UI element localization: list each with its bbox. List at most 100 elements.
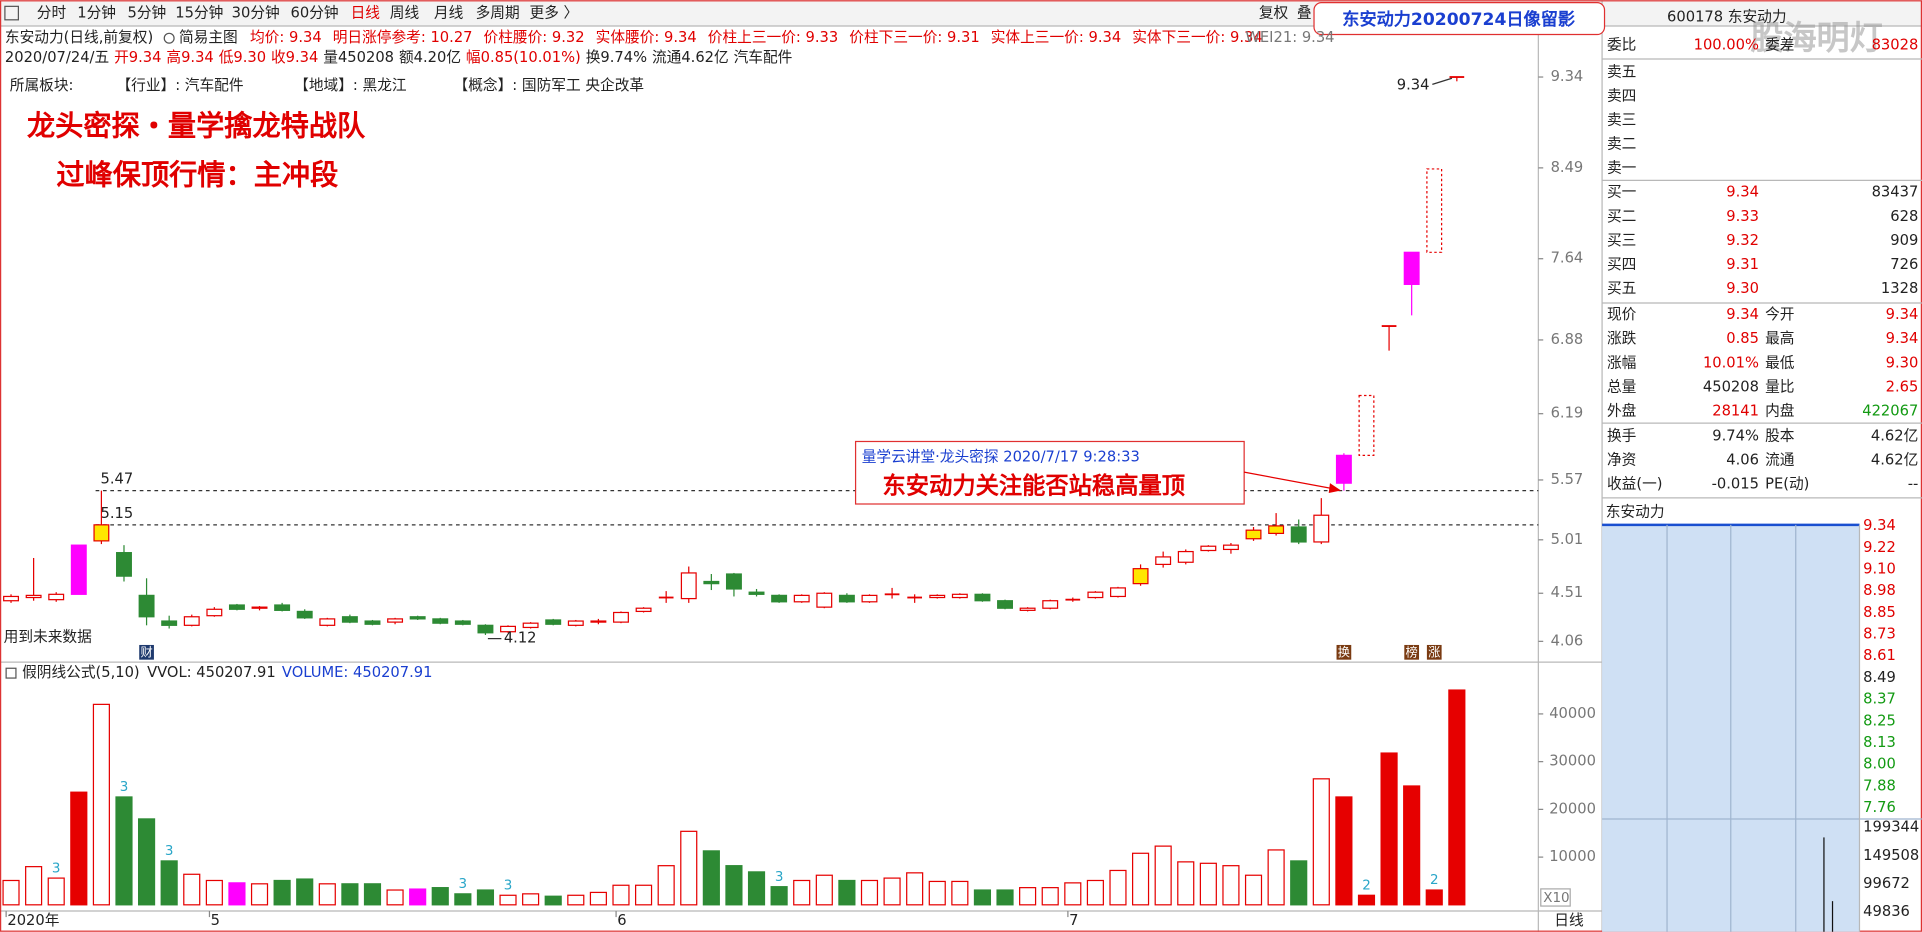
volume-bar: [928, 880, 946, 906]
period-tab[interactable]: 30分钟: [232, 5, 280, 22]
quote-cell: 现价: [1607, 306, 1637, 323]
volume-bar: [363, 883, 382, 906]
volume-bar: [815, 874, 833, 906]
period-tab[interactable]: 分时: [37, 5, 67, 22]
candle-body: [1403, 251, 1420, 285]
volume-bar: [1312, 778, 1330, 906]
volume-bar: [228, 882, 246, 906]
quote-cell: 最低: [1765, 354, 1795, 371]
y-tick-label: 8.49: [1551, 159, 1584, 176]
annotation-arrow: [1244, 471, 1337, 490]
volume-bar: [1019, 887, 1037, 906]
period-tab[interactable]: 1分钟: [77, 5, 116, 22]
event-label[interactable]: 榜: [1406, 644, 1418, 659]
volume-label: 3: [52, 860, 61, 876]
y-tick-label: 30000: [1549, 753, 1596, 770]
period-tab[interactable]: 月线: [434, 5, 464, 22]
future-data-note: 用到未来数据: [4, 629, 92, 646]
period-tab[interactable]: 多周期: [476, 5, 520, 22]
candle-body: [1358, 394, 1375, 456]
sector-item: 【行业】: 汽车配件: [116, 77, 243, 94]
candle-body: [861, 594, 878, 603]
toolbar-icon[interactable]: [4, 5, 19, 21]
event-label[interactable]: 换: [1338, 645, 1350, 659]
volume-bar: [273, 879, 291, 906]
toolbar-button[interactable]: 叠: [1297, 5, 1312, 22]
quote-cell: 今开: [1765, 306, 1794, 323]
volume-bar: [589, 891, 607, 906]
indicator-name: 假阴线公式(5,10): [22, 664, 140, 681]
quote-cell: 9.34: [1886, 306, 1919, 323]
candle-body: [1042, 600, 1059, 609]
period-tab[interactable]: 60分钟: [291, 5, 339, 22]
annotation-arrowhead: [1328, 483, 1341, 493]
bid-volume: 1328: [1881, 280, 1918, 297]
candle-body: [341, 616, 358, 623]
candle-body: [138, 594, 155, 618]
volume-bar: [1131, 852, 1150, 906]
quote-cell: 9.34: [1886, 330, 1919, 347]
volume-bar: [137, 818, 156, 906]
candle-body: [567, 620, 584, 626]
ask-label: 卖二: [1607, 136, 1636, 153]
quote-item: 开9.34: [114, 49, 161, 66]
candle-body: [48, 593, 65, 601]
volume-bar: [680, 830, 698, 906]
quote-cell: 9.34: [1726, 306, 1759, 323]
annotation-source: 量学云讲堂·龙头密探 2020/7/17 9:28:33: [862, 448, 1140, 465]
ask-label: 卖一: [1607, 160, 1637, 177]
candle-body: [93, 524, 110, 542]
candle-body: [364, 620, 381, 625]
volume-bar: [1244, 874, 1263, 906]
candle-body: [1290, 526, 1307, 543]
quote-cell: 换手: [1607, 428, 1636, 445]
event-label[interactable]: 财: [140, 645, 152, 659]
mini-scale: 9.22: [1863, 539, 1896, 556]
candle-body: [432, 618, 449, 624]
volume-bar: [838, 879, 856, 906]
volume-bar: [1154, 845, 1172, 906]
bid-volume: 909: [1890, 232, 1918, 249]
candle-body: [251, 606, 268, 609]
candle-body: [274, 604, 291, 611]
period-tab[interactable]: 15分钟: [175, 5, 223, 22]
last-label: 9.34: [1397, 77, 1430, 94]
volume-bar: [1109, 869, 1127, 906]
quote-cell: 总量: [1607, 378, 1637, 395]
scale-note: X10: [1543, 890, 1569, 906]
bid-label: 买一: [1607, 184, 1637, 201]
toolbar-button[interactable]: 复权: [1259, 4, 1289, 22]
quote-cell: --: [1908, 476, 1919, 493]
quote-item: 收9.34: [271, 49, 318, 66]
chart-mode[interactable]: 简易主图: [179, 29, 238, 46]
ask-label: 卖四: [1607, 88, 1636, 105]
quote-cell: 422067: [1862, 402, 1918, 419]
slogan: 龙头密探・量学擒龙特战队: [27, 110, 366, 143]
volume-bar: [1380, 752, 1398, 906]
candle-body: [319, 618, 336, 626]
candle-body: [25, 594, 42, 599]
bid-label: 买五: [1607, 280, 1636, 297]
quote-cell: 委差: [1765, 37, 1794, 54]
candle-body: [116, 552, 132, 577]
period-tab[interactable]: 更多 〉: [530, 5, 579, 22]
y-tick-label: 9.34: [1551, 68, 1584, 85]
candle-body: [1245, 529, 1262, 540]
toolbar-bg: [0, 0, 1922, 26]
y-tick-label: 6.88: [1551, 331, 1584, 348]
banner-box: [1313, 2, 1606, 36]
period-tab[interactable]: 日线: [351, 5, 381, 22]
volume-bar: [318, 883, 336, 906]
period-tab[interactable]: 5分钟: [127, 5, 166, 22]
candle-body: [1222, 544, 1239, 551]
volume-bar: [25, 866, 43, 906]
event-badge: [1336, 644, 1352, 660]
volume-bar: [567, 894, 585, 906]
mini-scale: 8.13: [1863, 734, 1896, 751]
volume-bar: [1357, 894, 1376, 906]
candle-body: [1177, 550, 1194, 563]
candle-body: [997, 600, 1013, 609]
period-tab[interactable]: 周线: [390, 5, 420, 22]
event-label[interactable]: 涨: [1428, 644, 1440, 659]
volume-bar: [996, 889, 1014, 906]
